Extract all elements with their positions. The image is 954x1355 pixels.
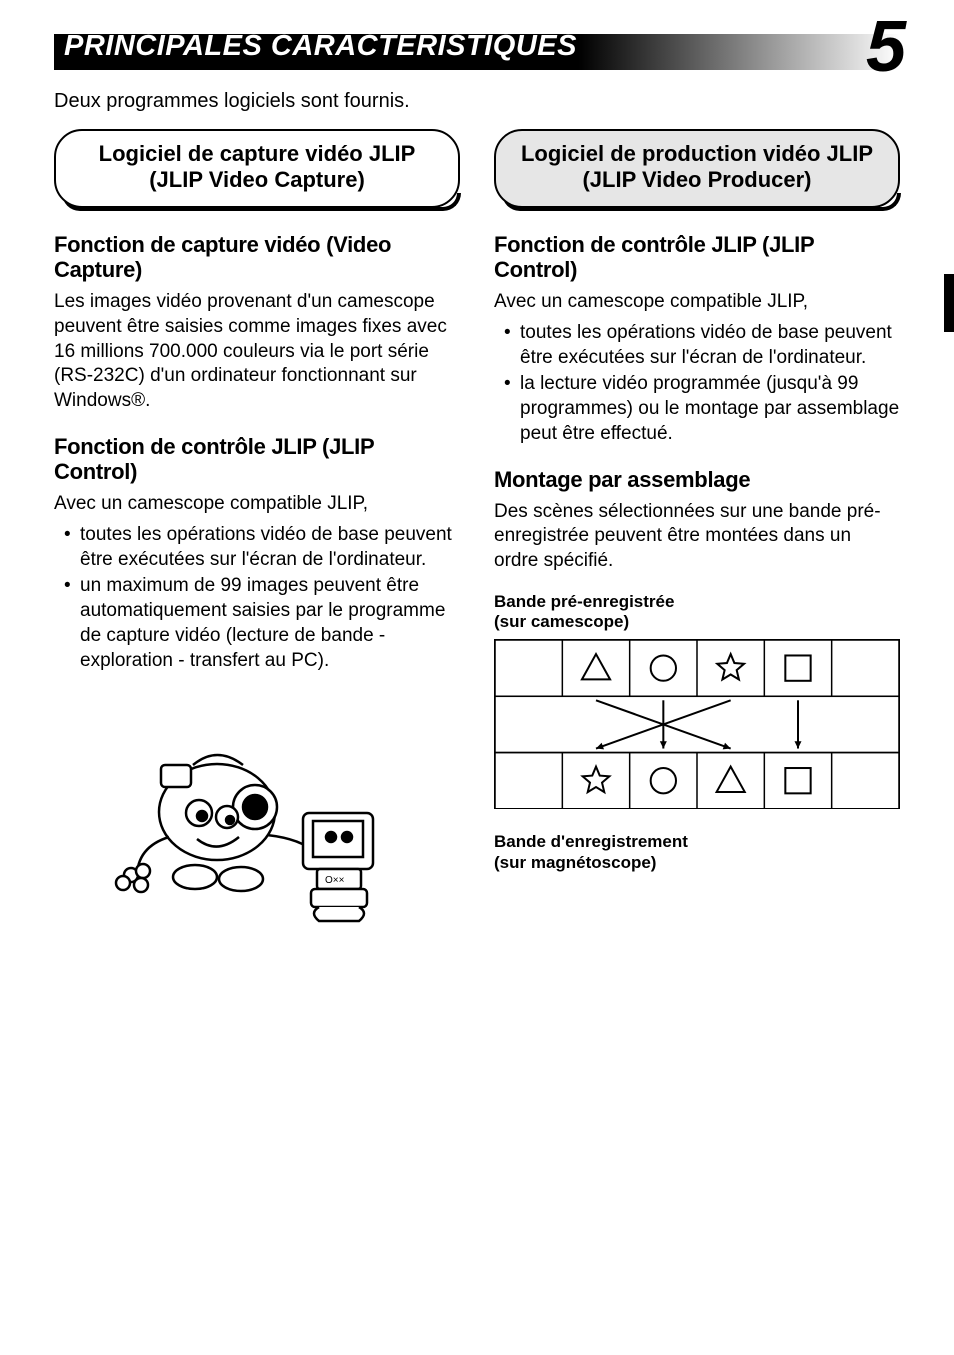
caption-tape-bottom-l2: (sur magnétoscope)	[494, 853, 656, 872]
caption-tape-bottom: Bande d'enregistrement (sur magnétoscope…	[494, 832, 900, 873]
bullet-right-0: toutes les opérations vidéo de base peuv…	[520, 321, 900, 370]
pill-capture-line1: Logiciel de capture vidéo JLIP	[70, 141, 444, 167]
pill-producer-line2: (JLIP Video Producer)	[510, 167, 884, 193]
svg-text:O××: O××	[325, 875, 345, 886]
page-number: 5	[866, 6, 906, 88]
banner-title: PRINCIPALES CARACTÉRISTIQUES	[64, 30, 577, 63]
body-jlip-intro-right: Avec un camescope compatible JLIP,	[494, 290, 900, 315]
left-column: Logiciel de capture vidéo JLIP (JLIP Vid…	[54, 129, 460, 947]
pill-capture: Logiciel de capture vidéo JLIP (JLIP Vid…	[54, 129, 460, 208]
page-banner: PRINCIPALES CARACTÉRISTIQUES 5	[54, 28, 900, 76]
body-video-capture: Les images vidéo provenant d'un camescop…	[54, 290, 460, 413]
heading-jlip-control-right: Fonction de contrôle JLIP (JLIP Control)	[494, 232, 900, 283]
pill-producer: Logiciel de production vidéo JLIP (JLIP …	[494, 129, 900, 208]
mascot-illustration: O××	[54, 717, 460, 947]
pill-capture-line2: (JLIP Video Capture)	[70, 167, 444, 193]
pill-producer-line1: Logiciel de production vidéo JLIP	[510, 141, 884, 167]
right-column: Logiciel de production vidéo JLIP (JLIP …	[494, 129, 900, 947]
page: PRINCIPALES CARACTÉRISTIQUES 5 Deux prog…	[0, 0, 954, 987]
caption-tape-top-l1: Bande pré-enregistrée	[494, 592, 674, 611]
heading-jlip-control-left: Fonction de contrôle JLIP (JLIP Control)	[54, 434, 460, 485]
caption-tape-bottom-l1: Bande d'enregistrement	[494, 832, 688, 851]
two-column-layout: Logiciel de capture vidéo JLIP (JLIP Vid…	[54, 129, 900, 947]
heading-assembly: Montage par assemblage	[494, 467, 900, 492]
body-jlip-intro-left: Avec un camescope compatible JLIP,	[54, 492, 460, 517]
body-assembly: Des scènes sélectionnées sur une bande p…	[494, 500, 900, 574]
caption-tape-top: Bande pré-enregistrée (sur camescope)	[494, 592, 900, 633]
bullet-right-1: la lecture vidéo programmée (jusqu'à 99 …	[520, 372, 900, 446]
intro-text: Deux programmes logiciels sont fournis.	[54, 90, 900, 113]
mascot-svg: O××	[107, 717, 407, 947]
side-tab-marker	[944, 274, 954, 332]
caption-tape-top-l2: (sur camescope)	[494, 612, 629, 631]
heading-video-capture: Fonction de capture vidéo (Video Capture…	[54, 232, 460, 283]
tape-diagram	[494, 639, 900, 810]
bullet-left-1: un maximum de 99 images peuvent être aut…	[80, 574, 460, 673]
bullet-left-0: toutes les opérations vidéo de base peuv…	[80, 523, 460, 572]
bullets-jlip-left: toutes les opérations vidéo de base peuv…	[54, 523, 460, 673]
bullets-jlip-right: toutes les opérations vidéo de base peuv…	[494, 321, 900, 446]
